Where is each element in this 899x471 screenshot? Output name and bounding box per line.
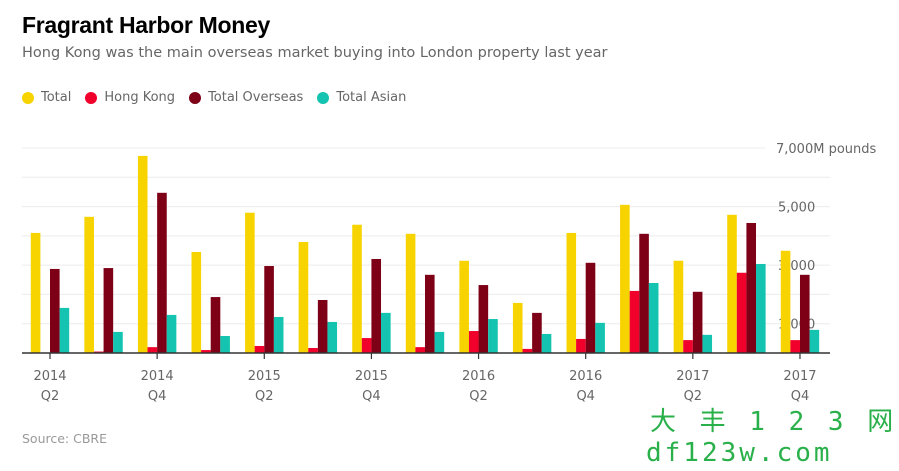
bar-hong-kong <box>415 347 425 353</box>
bar-total <box>137 155 148 353</box>
x-tick-year: 2017 <box>676 369 709 384</box>
bar-total <box>620 204 630 353</box>
x-tick-quarter: Q4 <box>791 389 810 404</box>
bar-total-asian <box>541 333 552 353</box>
x-tick-year: 2014 <box>33 369 66 384</box>
bar-hong-kong <box>361 338 372 353</box>
bar-hong-kong <box>736 272 747 353</box>
bar-total <box>512 302 523 353</box>
bar-total-asian <box>381 312 391 353</box>
bar-total-overseas <box>424 274 435 353</box>
legend-swatch <box>317 91 330 104</box>
bar-total-overseas <box>799 274 810 353</box>
bar-total-asian <box>113 331 123 353</box>
bar-hong-kong <box>522 348 533 353</box>
source-note: Source: CBRE <box>22 431 108 446</box>
x-tick-quarter: Q4 <box>362 389 381 404</box>
x-tick-quarter: Q4 <box>576 389 595 404</box>
x-tick-year: 2015 <box>248 369 281 384</box>
x-tick-year: 2016 <box>462 369 495 384</box>
bar-total-asian <box>488 319 498 353</box>
bar-total <box>673 260 684 353</box>
legend-item: Total <box>22 90 71 105</box>
legend-label: Hong Kong <box>104 90 176 105</box>
legend-item: Total Asian <box>317 90 406 105</box>
legend-label: Total Overseas <box>208 90 304 105</box>
bar-total-asian <box>756 263 766 353</box>
bar-total <box>84 216 94 353</box>
bar-total-asian <box>273 316 284 353</box>
watermark-line2: df123w.com <box>646 438 833 468</box>
bar-total-asian <box>327 321 338 353</box>
bar-total-overseas <box>532 312 542 353</box>
bar-total <box>405 233 416 353</box>
bar-hong-kong <box>254 345 265 353</box>
bar-total-asian <box>59 307 70 353</box>
bar-total-overseas <box>264 266 274 353</box>
legend: Total Hong Kong Total Overseas Total Asian <box>22 90 406 105</box>
bar-total-overseas <box>371 258 382 353</box>
legend-label: Total <box>41 90 72 105</box>
bar-hong-kong <box>147 347 158 353</box>
x-tick-year: 2014 <box>141 369 174 384</box>
legend-swatch <box>189 91 202 104</box>
bar-total-asian <box>166 314 177 353</box>
x-tick-quarter: Q2 <box>684 389 703 404</box>
legend-item: Hong Kong <box>85 90 175 105</box>
bar-total-overseas <box>50 268 60 353</box>
bar-hong-kong <box>629 290 640 353</box>
bar-total <box>298 242 309 353</box>
bar-total-overseas <box>317 299 328 353</box>
bar-total-overseas <box>478 285 489 353</box>
x-tick-quarter: Q4 <box>148 389 167 404</box>
bar-total-overseas <box>746 222 757 353</box>
bar-hong-kong <box>576 338 586 353</box>
y-tick-label: 5,000 <box>778 201 815 216</box>
x-tick-quarter: Q2 <box>41 389 60 404</box>
x-tick-year: 2016 <box>569 369 602 384</box>
bar-total <box>727 214 737 353</box>
bar-total <box>30 232 41 353</box>
bar-total-overseas <box>103 268 114 353</box>
bar-total-asian <box>434 331 445 353</box>
bar-total <box>780 250 791 353</box>
bar-hong-kong <box>201 350 211 353</box>
bar-total <box>352 224 362 353</box>
bar-total <box>459 260 469 353</box>
x-tick-year: 2017 <box>783 369 816 384</box>
bar-total-asian <box>809 329 820 353</box>
bar-total-overseas <box>157 192 167 353</box>
legend-item: Total Overseas <box>189 90 303 105</box>
bar-hong-kong <box>468 331 479 353</box>
legend-swatch <box>85 91 98 104</box>
bar-total-overseas <box>639 233 649 353</box>
y-tick-label: 7,000M pounds <box>776 142 877 157</box>
bar-hong-kong <box>790 340 800 353</box>
chart-subtitle: Hong Kong was the main overseas market b… <box>22 45 608 61</box>
legend-label: Total Asian <box>336 90 407 105</box>
bar-total <box>191 251 202 353</box>
bar-total-overseas <box>585 262 596 353</box>
watermark-line1: 大 丰 1 2 3 网 <box>650 407 898 437</box>
bar-total-asian <box>595 322 605 353</box>
bar-hong-kong <box>683 340 693 353</box>
bar-total-overseas <box>692 291 703 353</box>
bar-total <box>566 232 577 353</box>
x-tick-quarter: Q2 <box>255 389 274 404</box>
chart-title: Fragrant Harbor Money <box>22 12 271 38</box>
x-tick-year: 2015 <box>355 369 388 384</box>
bar-total-asian <box>648 283 659 353</box>
bar-total-asian <box>702 334 713 353</box>
x-tick-quarter: Q2 <box>469 389 488 404</box>
legend-swatch <box>22 91 34 104</box>
bar-total-overseas <box>210 297 221 353</box>
bar-total-asian <box>220 336 230 353</box>
bar-hong-kong <box>308 348 318 353</box>
bar-total <box>245 212 255 353</box>
